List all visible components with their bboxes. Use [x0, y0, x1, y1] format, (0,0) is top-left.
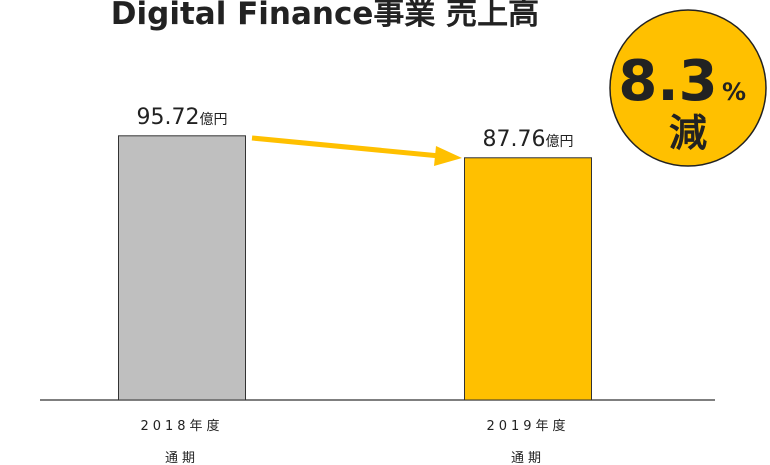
value-label: 95.72億円	[137, 105, 228, 130]
badge-unit: %	[722, 78, 746, 106]
bar	[464, 157, 592, 401]
value-label: 87.76億円	[483, 127, 574, 152]
chart-title: Digital Finance事業 売上高	[111, 0, 539, 32]
bar	[118, 135, 246, 401]
arrow-head	[434, 146, 462, 166]
x-tick-label: 通期	[511, 451, 545, 465]
x-tick-label: 2018年度	[140, 418, 223, 434]
badge-suffix: 減	[669, 111, 707, 155]
badge-number: 8.3	[618, 49, 717, 114]
x-tick-label: 2019年度	[486, 418, 569, 434]
x-tick-label: 通期	[165, 451, 199, 465]
badge	[609, 9, 767, 167]
arrow	[251, 135, 441, 159]
